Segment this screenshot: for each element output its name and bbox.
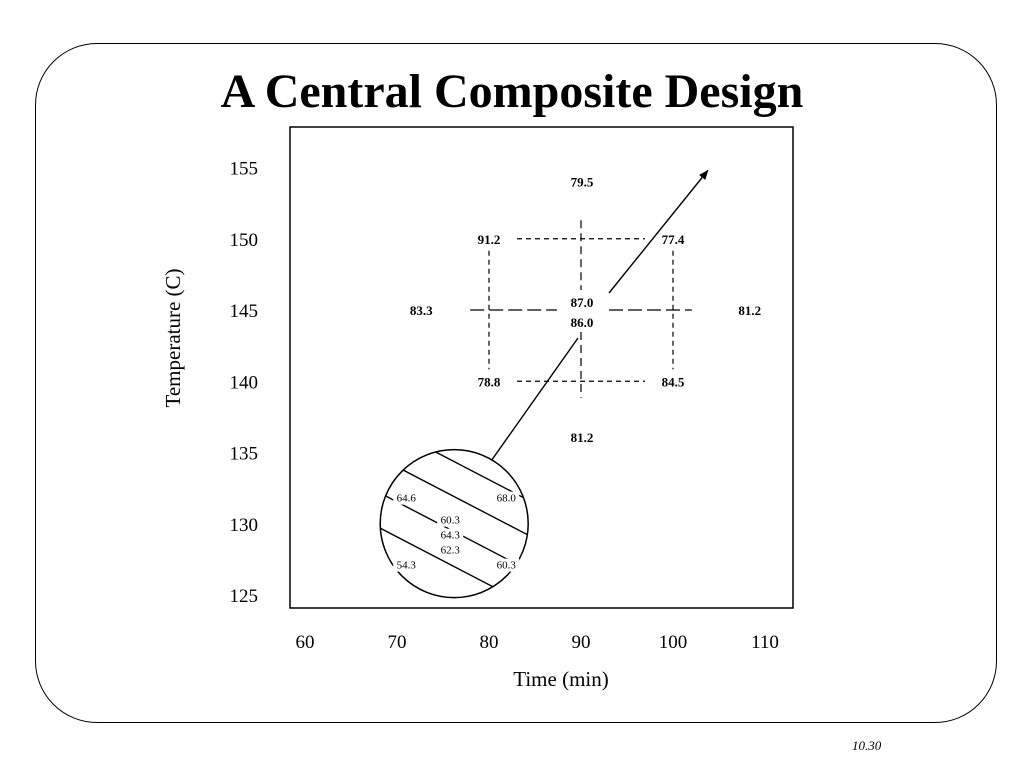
x-tick-label: 90 xyxy=(572,632,591,653)
slide-frame xyxy=(35,43,997,723)
y-axis-title: Temperature (C) xyxy=(161,268,185,407)
y-tick-label: 150 xyxy=(230,230,259,251)
design-point-label: 87.0 xyxy=(571,295,594,310)
y-tick-label: 145 xyxy=(230,301,259,322)
contour-region: 64.6 68.0 60.3 64.3 62.3 54.3 60.3 xyxy=(379,448,529,599)
contour-label: 54.3 xyxy=(397,560,417,572)
steepest-ascent-path xyxy=(456,169,709,510)
design-point-label: 81.2 xyxy=(738,303,761,318)
contour-label: 60.3 xyxy=(441,515,461,527)
x-tick-label: 80 xyxy=(480,632,499,653)
x-tick-label: 70 xyxy=(388,632,407,653)
x-tick-label: 60 xyxy=(296,632,315,653)
contour-label: 60.3 xyxy=(497,560,517,572)
contour-label: 64.6 xyxy=(397,493,417,505)
slide-title: A Central Composite Design xyxy=(220,65,804,118)
design-point-label: 78.8 xyxy=(478,374,501,389)
x-tick-label: 100 xyxy=(659,632,688,653)
x-tick-label: 110 xyxy=(751,632,779,653)
design-point-label: 79.5 xyxy=(571,174,594,189)
design-dashed-lines xyxy=(470,220,692,398)
contour-label: 64.3 xyxy=(441,530,461,542)
y-tick-label: 155 xyxy=(230,159,259,180)
x-tick-labels: 60 70 80 90 100 110 xyxy=(296,632,779,653)
design-point-label: 83.3 xyxy=(410,303,433,318)
design-point-label: 77.4 xyxy=(662,232,685,247)
design-point-labels: 91.2 77.4 78.8 84.5 79.5 81.2 83.3 81.2 87.0 86.0 xyxy=(410,174,761,445)
design-point-label: 84.5 xyxy=(662,374,685,389)
design-point-label: 86.0 xyxy=(571,315,594,330)
design-point-label: 81.2 xyxy=(571,430,594,445)
contour-label: 62.3 xyxy=(441,545,461,557)
y-tick-label: 130 xyxy=(230,515,259,536)
y-tick-label: 125 xyxy=(230,586,259,607)
design-point-label: 91.2 xyxy=(478,232,501,247)
page-number: 10.30 xyxy=(852,738,882,753)
x-axis-title: Time (min) xyxy=(513,667,608,691)
y-tick-label: 140 xyxy=(230,372,259,393)
ascent-arrow xyxy=(608,169,709,294)
contour-line xyxy=(380,519,529,598)
y-tick-labels: 125 130 135 140 145 150 155 xyxy=(230,159,259,608)
y-tick-label: 135 xyxy=(230,444,259,465)
plot-frame xyxy=(289,126,794,609)
contour-label: 68.0 xyxy=(497,493,517,505)
